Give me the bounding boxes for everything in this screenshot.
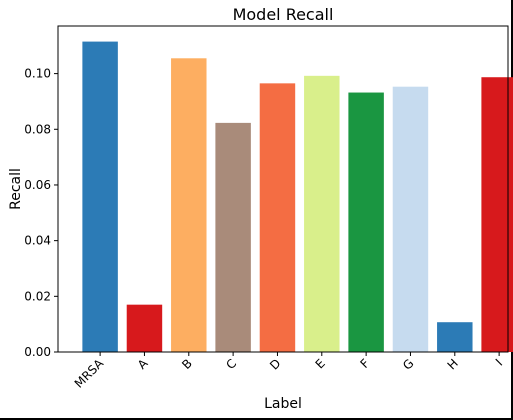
x-tick-label: A xyxy=(135,356,151,372)
x-tick-label: C xyxy=(223,356,239,372)
y-tick-label: 0.02 xyxy=(24,289,51,303)
x-axis-title: Label xyxy=(264,396,302,412)
x-tick-label: G xyxy=(400,356,416,372)
bar-b xyxy=(171,58,207,352)
y-axis: 0.00 0.02 0.04 0.06 0.08 0.10 xyxy=(24,67,58,359)
bar-g xyxy=(392,86,429,352)
x-tick-label: F xyxy=(357,356,372,371)
bar-a xyxy=(126,304,163,352)
y-tick-label: 0.00 xyxy=(24,345,51,359)
x-tick-label: I xyxy=(493,356,505,368)
plot-area xyxy=(82,41,513,353)
x-tick-label: MRSA xyxy=(72,356,107,391)
y-tick-label: 0.06 xyxy=(24,178,51,192)
bar-c xyxy=(215,122,251,352)
chart-title: Model Recall xyxy=(233,5,334,24)
y-axis-title: Recall xyxy=(8,168,24,210)
bar-h xyxy=(437,322,473,352)
x-tick-label: B xyxy=(179,356,195,372)
plot-frame xyxy=(57,25,509,353)
x-tick-label: H xyxy=(445,356,461,372)
y-tick-label: 0.08 xyxy=(24,122,51,136)
x-tick-label: D xyxy=(267,356,283,372)
x-axis: MRSA A B C D E F G H I xyxy=(72,352,505,391)
bar-mrsa xyxy=(82,41,118,353)
bar-f xyxy=(348,92,384,352)
x-tick-label: E xyxy=(313,356,328,371)
bar-d xyxy=(259,83,296,352)
bar-e xyxy=(304,75,340,352)
y-tick-label: 0.04 xyxy=(24,234,51,248)
y-tick-label: 0.10 xyxy=(24,67,51,81)
